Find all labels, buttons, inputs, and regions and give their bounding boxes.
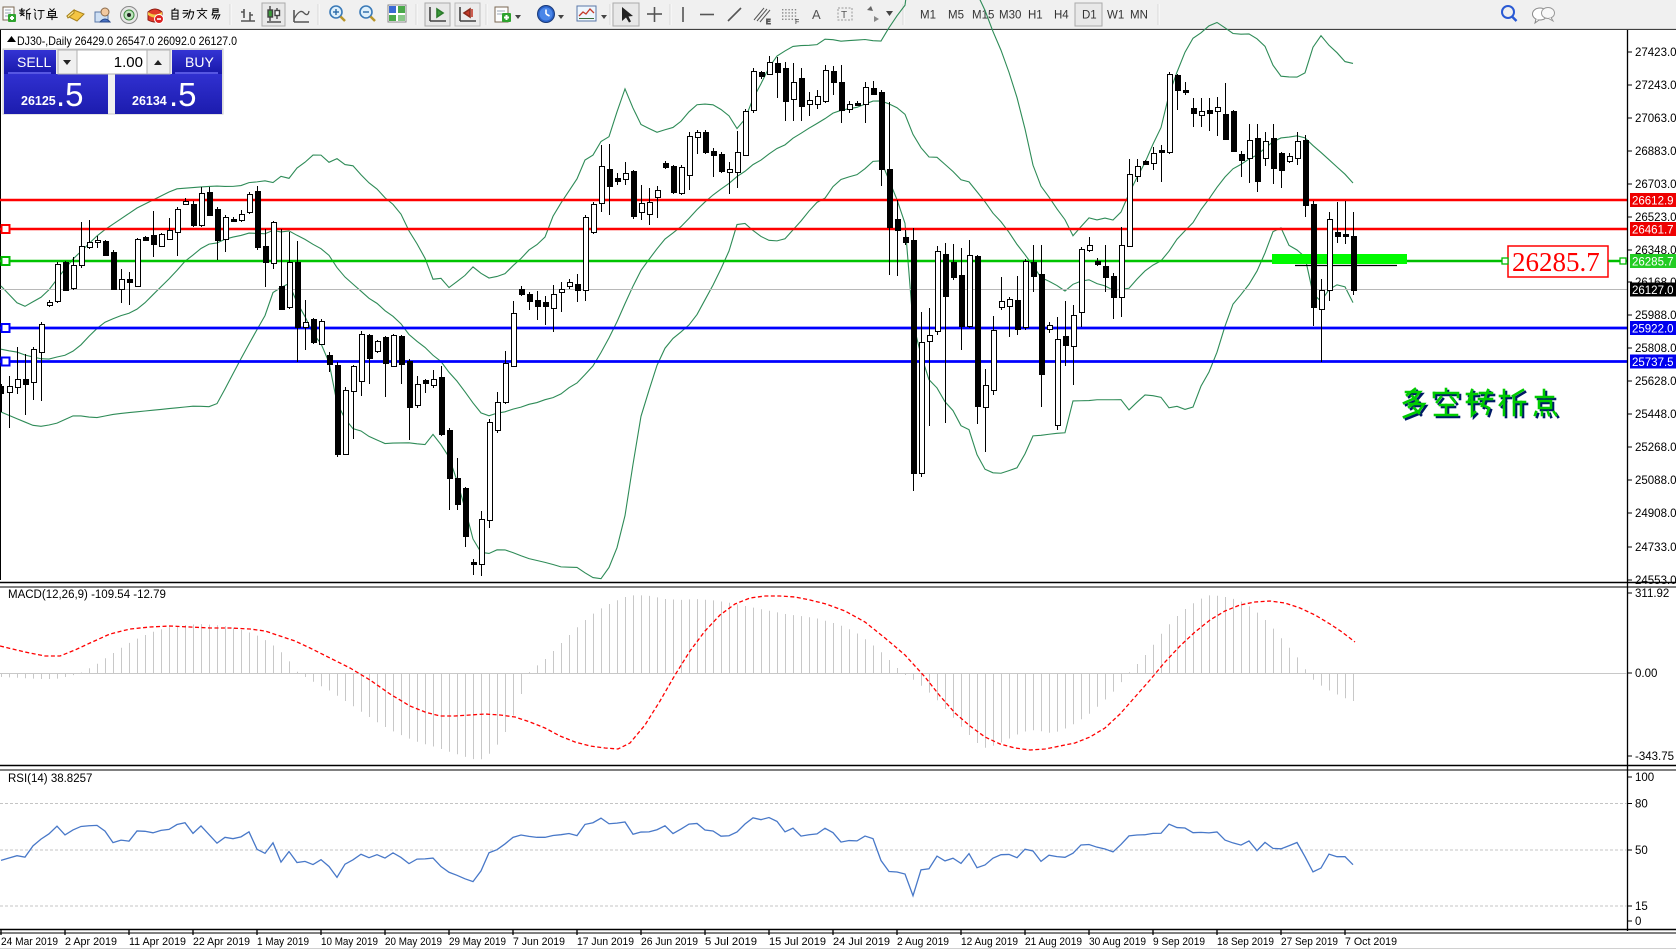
svg-text:7 Jun 2019: 7 Jun 2019 xyxy=(513,936,565,948)
svg-text:18 Sep 2019: 18 Sep 2019 xyxy=(1217,936,1274,948)
svg-text:25922.0: 25922.0 xyxy=(1632,324,1674,336)
svg-text:26703.0: 26703.0 xyxy=(1635,179,1676,191)
svg-text:M5: M5 xyxy=(948,10,964,22)
svg-text:M15: M15 xyxy=(972,10,994,22)
svg-text:80: 80 xyxy=(1635,799,1648,811)
svg-text:SELL: SELL xyxy=(17,54,51,70)
svg-text:25808.0: 25808.0 xyxy=(1635,343,1676,355)
svg-text:27423.0: 27423.0 xyxy=(1635,47,1676,59)
svg-text:27 Sep 2019: 27 Sep 2019 xyxy=(1281,936,1338,948)
svg-text:24 Mar 2019: 24 Mar 2019 xyxy=(1,936,58,948)
svg-text:.5: .5 xyxy=(56,76,84,113)
svg-text:26285.7: 26285.7 xyxy=(1512,247,1600,277)
svg-text:25628.0: 25628.0 xyxy=(1635,376,1676,388)
svg-text:24733.0: 24733.0 xyxy=(1635,542,1676,554)
svg-text:T: T xyxy=(841,10,847,21)
svg-text:25448.0: 25448.0 xyxy=(1635,409,1676,421)
svg-text:15: 15 xyxy=(1635,901,1648,913)
svg-text:M30: M30 xyxy=(999,10,1021,22)
svg-text:2 Apr 2019: 2 Apr 2019 xyxy=(65,936,117,948)
svg-text:W1: W1 xyxy=(1107,10,1124,22)
svg-text:1.00: 1.00 xyxy=(114,54,143,71)
svg-text:26125: 26125 xyxy=(21,94,56,108)
svg-text:26883.0: 26883.0 xyxy=(1635,146,1676,158)
svg-text:A: A xyxy=(812,7,821,22)
svg-text:26134: 26134 xyxy=(132,94,167,108)
svg-text:29 May 2019: 29 May 2019 xyxy=(449,936,506,948)
svg-text:21 Aug 2019: 21 Aug 2019 xyxy=(1025,936,1082,948)
svg-text:RSI(14) 38.8257: RSI(14) 38.8257 xyxy=(8,773,92,785)
svg-text:5 Jul 2019: 5 Jul 2019 xyxy=(705,936,757,948)
svg-text:25268.0: 25268.0 xyxy=(1635,442,1676,454)
svg-text:26127.0: 26127.0 xyxy=(1632,285,1674,297)
svg-text:24 Jul 2019: 24 Jul 2019 xyxy=(833,936,890,948)
svg-text:27063.0: 27063.0 xyxy=(1635,113,1676,125)
svg-text:24908.0: 24908.0 xyxy=(1635,508,1676,520)
svg-text:0: 0 xyxy=(1635,916,1641,928)
svg-text:10 May 2019: 10 May 2019 xyxy=(321,936,378,948)
svg-text:F: F xyxy=(795,19,799,26)
svg-text:26523.0: 26523.0 xyxy=(1635,212,1676,224)
svg-text:-343.75: -343.75 xyxy=(1635,751,1674,763)
svg-text:50: 50 xyxy=(1635,845,1648,857)
svg-text:7 Oct 2019: 7 Oct 2019 xyxy=(1345,936,1397,948)
svg-text:26612.9: 26612.9 xyxy=(1632,196,1674,208)
svg-text:BUY: BUY xyxy=(185,54,214,70)
svg-text:2 Aug 2019: 2 Aug 2019 xyxy=(897,936,949,948)
svg-text:9 Sep 2019: 9 Sep 2019 xyxy=(1153,936,1205,948)
svg-text:11 Apr 2019: 11 Apr 2019 xyxy=(129,936,186,948)
svg-text:17 Jun 2019: 17 Jun 2019 xyxy=(577,936,634,948)
svg-text:M1: M1 xyxy=(920,10,936,22)
svg-text:22 Apr 2019: 22 Apr 2019 xyxy=(193,936,250,948)
svg-text:30 Aug 2019: 30 Aug 2019 xyxy=(1089,936,1146,948)
svg-text:20 May 2019: 20 May 2019 xyxy=(385,936,442,948)
svg-text:DJ30-,Daily 26429.0 26547.0 2: DJ30-,Daily 26429.0 26547.0 26092.0 2612… xyxy=(17,34,237,48)
svg-text:26461.7: 26461.7 xyxy=(1632,225,1674,237)
svg-text:1 May 2019: 1 May 2019 xyxy=(257,936,309,948)
svg-text:26 Jun 2019: 26 Jun 2019 xyxy=(641,936,698,948)
svg-text:D1: D1 xyxy=(1082,10,1097,22)
svg-text:25088.0: 25088.0 xyxy=(1635,475,1676,487)
svg-text:100: 100 xyxy=(1635,772,1654,784)
svg-text:26285.7: 26285.7 xyxy=(1632,257,1674,269)
svg-text:15 Jul 2019: 15 Jul 2019 xyxy=(769,936,826,948)
svg-text:MACD(12,26,9) -109.54 -12.79: MACD(12,26,9) -109.54 -12.79 xyxy=(8,589,166,601)
svg-text:24553.0: 24553.0 xyxy=(1635,575,1676,587)
svg-text:H4: H4 xyxy=(1054,10,1069,22)
svg-text:25737.5: 25737.5 xyxy=(1632,357,1674,369)
svg-text:.5: .5 xyxy=(169,76,197,113)
svg-text:25988.0: 25988.0 xyxy=(1635,310,1676,322)
svg-text:MN: MN xyxy=(1130,10,1148,22)
svg-text:311.92: 311.92 xyxy=(1635,588,1669,600)
svg-text:E: E xyxy=(766,19,771,26)
svg-text:12 Aug 2019: 12 Aug 2019 xyxy=(961,936,1018,948)
svg-text:27243.0: 27243.0 xyxy=(1635,80,1676,92)
svg-text:H1: H1 xyxy=(1028,10,1043,22)
svg-text:0.00: 0.00 xyxy=(1635,668,1657,680)
